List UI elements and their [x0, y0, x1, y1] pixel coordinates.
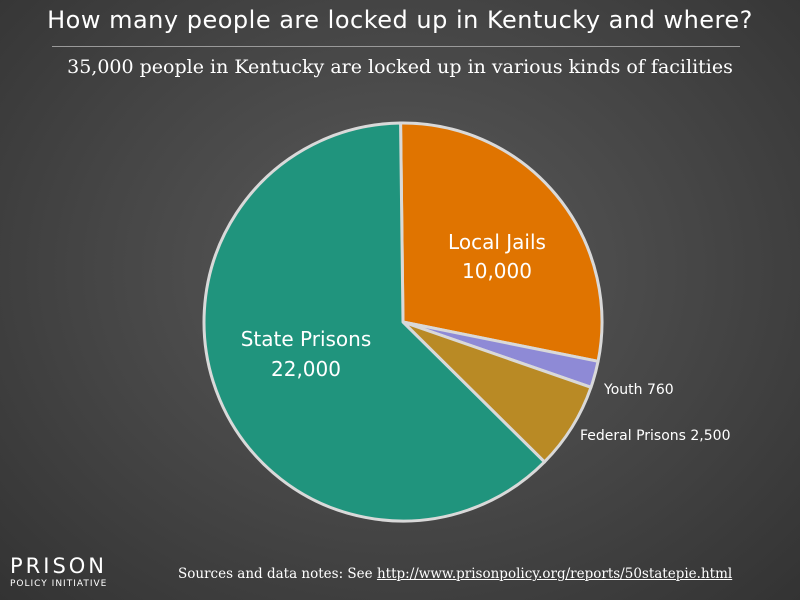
slice-label-value-local-jails: 10,000 [462, 259, 532, 283]
slice-label-name-state-prisons: State Prisons [241, 327, 372, 351]
slice-label-federal-prisons: Federal Prisons 2,500 [580, 428, 730, 444]
prison-policy-logo: PRISON POLICY INITIATIVE [10, 556, 107, 589]
slice-label-name-local-jails: Local Jails [448, 230, 546, 254]
chart-subtitle: 35,000 people in Kentucky are locked up … [67, 56, 733, 78]
chart-title: How many people are locked up in Kentuck… [47, 6, 753, 34]
sources-text: Sources and data notes: See [178, 566, 377, 582]
sources-link[interactable]: http://www.prisonpolicy.org/reports/50st… [376, 566, 733, 582]
logo-wordmark-bottom: POLICY INITIATIVE [10, 579, 108, 589]
title-divider [52, 46, 740, 47]
sources-note: Sources and data notes: See http://www.p… [178, 566, 732, 582]
pie-slice-state-prisons [202, 121, 546, 523]
pie-slice-local-jails [399, 121, 604, 363]
logo-wordmark-top: PRISON [10, 554, 108, 578]
slice-label-value-state-prisons: 22,000 [271, 357, 341, 381]
slice-label-youth: Youth 760 [603, 382, 674, 398]
